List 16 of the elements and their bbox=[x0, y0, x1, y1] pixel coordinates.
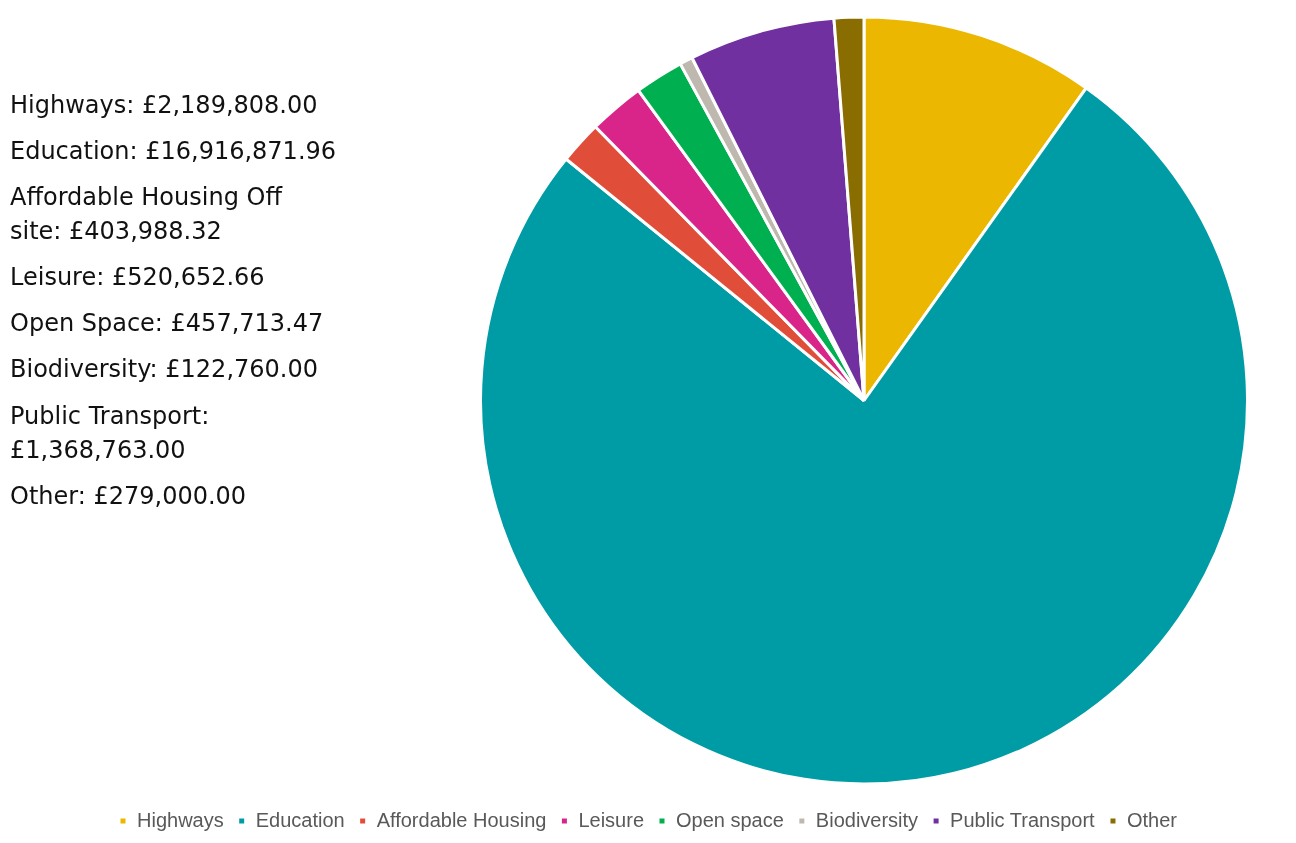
text: Biodiversity: £122,760.00 bbox=[10, 354, 319, 386]
legend-label: Highways bbox=[137, 808, 224, 831]
text: Highways: £2,189,808.00 bbox=[10, 90, 319, 121]
legend-label: Education bbox=[255, 808, 345, 831]
legend-label: Other bbox=[1126, 808, 1178, 831]
text: Public Transport: £1,368,763.00 bbox=[10, 400, 211, 466]
text: Leisure: £520,652.66 bbox=[10, 262, 266, 294]
text: Other: £279,000.00 bbox=[10, 480, 248, 512]
text: Open Space: £457,713.47 bbox=[10, 308, 325, 340]
legend-label: Public Transport bbox=[950, 808, 1096, 831]
text: Affordable Housing Off site: £403,988.32 bbox=[10, 182, 284, 248]
legend-label: Leisure bbox=[578, 808, 645, 831]
legend-label: Affordable Housing bbox=[376, 808, 547, 831]
text: Education: £16,916,871.96 bbox=[10, 136, 338, 168]
legend-label: Open space bbox=[676, 808, 784, 831]
legend-label: Biodiversity bbox=[815, 808, 919, 831]
